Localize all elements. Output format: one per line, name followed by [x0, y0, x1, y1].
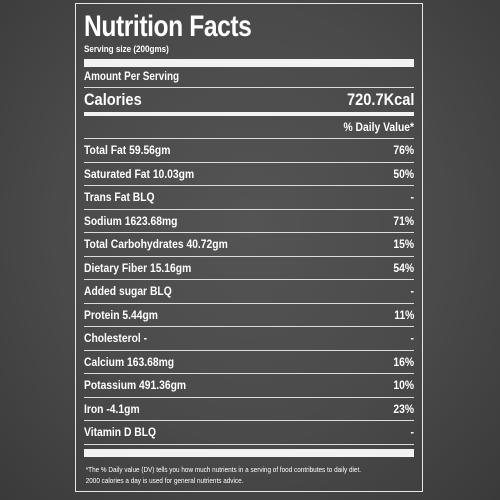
nutrient-name: Dietary Fiber 15.16gm [84, 260, 192, 275]
nutrient-dv: 11% [393, 307, 414, 322]
label-title: Nutrition Facts [84, 10, 252, 43]
amount-per-serving: Amount Per Serving [84, 71, 180, 83]
nutrient-dv: 15% [393, 237, 414, 252]
daily-value-header: % Daily Value* [343, 120, 414, 134]
nutrient-row: Vitamin D BLQ - [84, 421, 414, 445]
nutrient-row: Total Fat 59.56gm 76% [84, 139, 414, 163]
nutrient-row: Potassium 491.36gm 10% [84, 374, 414, 398]
nutrient-row: Cholesterol - - [84, 327, 414, 351]
footnote: *The % Daily value (DV) tells you how mu… [84, 464, 414, 486]
nutrient-dv: 10% [393, 378, 414, 393]
calories-value: 720.7Kcal [346, 90, 414, 109]
thick-divider-bottom [84, 448, 414, 457]
nutrient-name: Protein 5.44gm [84, 307, 158, 322]
nutrient-row: Trans Fat BLQ - [84, 186, 414, 210]
nutrition-facts-label: Nutrition Facts Serving size (200gms) Am… [75, 3, 423, 492]
nutrient-name: Cholesterol - [84, 331, 148, 346]
nutrient-row: Iron -4.1gm 23% [84, 398, 414, 421]
nutrient-name: Added sugar BLQ [84, 284, 172, 299]
nutrient-dv: - [410, 284, 414, 299]
nutrient-name: Calcium 163.68mg [84, 354, 175, 369]
nutrient-row: Dietary Fiber 15.16gm 54% [84, 257, 414, 280]
nutrient-row: Saturated Fat 10.03gm 50% [84, 163, 414, 186]
nutrient-dv: 76% [393, 143, 414, 158]
calories-row: Calories 720.7Kcal [84, 88, 414, 112]
nutrient-name: Saturated Fat 10.03gm [84, 166, 195, 181]
thick-divider [84, 59, 414, 67]
serving-size: Serving size (200gms) [84, 44, 169, 55]
nutrient-row: Sodium 1623.68mg 71% [84, 210, 414, 233]
medium-divider [84, 112, 414, 116]
footnote-line-1: *The % Daily value (DV) tells you how mu… [85, 464, 362, 474]
nutrient-row: Added sugar BLQ - [84, 280, 414, 304]
nutrient-dv: 50% [393, 166, 414, 181]
nutrient-row: Total Carbohydrates 40.72gm 15% [84, 233, 414, 257]
nutrient-row: Calcium 163.68mg 16% [84, 351, 414, 374]
nutrient-dv: - [410, 425, 414, 440]
nutrient-name: Total Carbohydrates 40.72gm [84, 237, 228, 252]
nutrient-dv: - [410, 190, 414, 205]
amount-per-serving-row: Amount Per Serving [84, 67, 414, 88]
footnote-line-2: 2000 calories a day is used for general … [85, 475, 244, 485]
nutrient-name: Total Fat 59.56gm [84, 143, 171, 158]
nutrient-name: Iron -4.1gm [84, 401, 140, 416]
nutrient-name: Sodium 1623.68mg [84, 213, 178, 228]
nutrient-dv: 16% [393, 354, 414, 369]
nutrient-name: Trans Fat BLQ [84, 190, 155, 205]
calories-label: Calories [84, 90, 142, 109]
nutrient-name: Vitamin D BLQ [84, 425, 157, 440]
nutrient-dv: - [410, 331, 414, 346]
nutrient-dv: 54% [393, 260, 414, 275]
nutrient-name: Potassium 491.36gm [84, 378, 187, 393]
nutrient-dv: 71% [393, 213, 414, 228]
nutrient-row: Protein 5.44gm 11% [84, 304, 414, 327]
nutrient-dv: 23% [393, 401, 414, 416]
daily-value-header-row: % Daily Value* [84, 116, 414, 139]
